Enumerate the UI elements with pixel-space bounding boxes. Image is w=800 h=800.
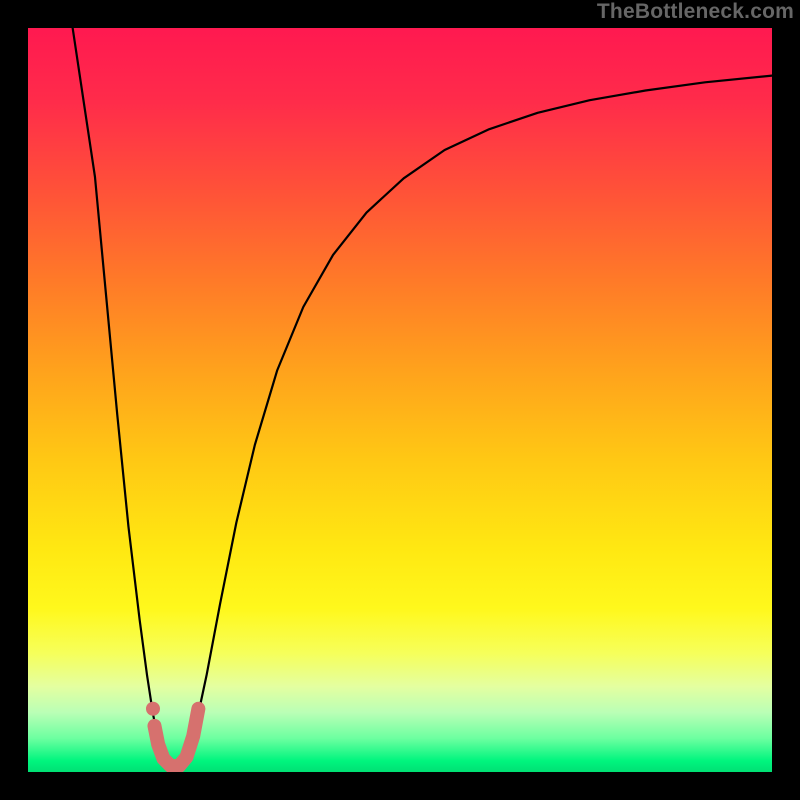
chart-svg <box>28 28 772 772</box>
gradient-background <box>28 28 772 772</box>
plot-area <box>28 28 772 772</box>
bottom-mark-dot <box>146 702 160 716</box>
chart-canvas: TheBottleneck.com <box>0 0 800 800</box>
attribution-label: TheBottleneck.com <box>597 0 794 24</box>
